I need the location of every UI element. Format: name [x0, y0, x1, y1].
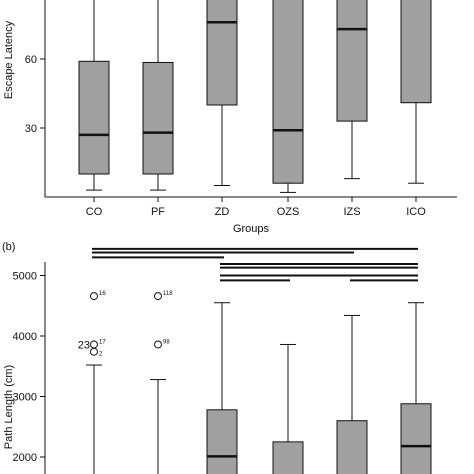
- b-box-iqr: [206, 409, 238, 474]
- a-x-tick-label: ZD: [215, 206, 230, 218]
- b-box-co: [86, 364, 102, 474]
- b-outlier-label: 16: [99, 291, 106, 297]
- a-box-iqr: [206, 0, 238, 106]
- b-outlier-point: [90, 347, 98, 356]
- a-y-ticks: 30 60: [25, 54, 45, 135]
- b-outlier-prefix: 23: [78, 339, 90, 351]
- a-x-tick-label: ICO: [406, 206, 426, 218]
- a-y-tick-label: 30: [25, 123, 37, 135]
- b-y-ticks: 2000 3000 4000 5000: [13, 271, 45, 464]
- b-box-iqr: [336, 420, 368, 474]
- b-panel-label: (b): [2, 241, 15, 253]
- b-box-iqr: [272, 441, 304, 474]
- b-outlier-point: [154, 340, 162, 349]
- b-y-tick-label: 2000: [13, 452, 37, 464]
- a-box-zd: [206, 0, 238, 186]
- a-box-iqr: [142, 61, 174, 175]
- b-box-izs: [336, 314, 368, 474]
- a-box-ico: [400, 0, 432, 184]
- a-x-axis-label: Groups: [233, 223, 270, 235]
- b-box-iqr: [400, 403, 432, 474]
- b-boxes: [86, 302, 432, 474]
- b-outlier-point: [154, 292, 162, 301]
- a-box-iqr: [336, 0, 368, 122]
- a-y-tick-label: 60: [25, 54, 37, 66]
- a-x-ticks: CO PF ZD OZS IZS ICO: [86, 197, 426, 218]
- a-box-ozs: [272, 0, 304, 193]
- b-box-ico: [400, 302, 432, 474]
- b-outlier-label: 98: [163, 339, 170, 345]
- a-boxes: [78, 0, 432, 193]
- a-x-tick-label: IZS: [343, 206, 360, 218]
- b-box-zd: [206, 302, 238, 474]
- b-y-tick-label: 4000: [13, 331, 37, 343]
- b-significance-bars: [92, 247, 418, 282]
- b-outlier: 2: [90, 347, 103, 358]
- a-box-izs: [336, 0, 368, 180]
- a-x-tick-label: PF: [151, 206, 165, 218]
- a-y-axis-label: Escape Latency: [3, 20, 15, 99]
- a-box-co: [78, 0, 110, 191]
- b-y-tick-label: 5000: [13, 271, 37, 283]
- b-outlier-label: 2: [99, 352, 103, 358]
- a-box-pf: [142, 0, 174, 191]
- a-x-tick-label: CO: [86, 206, 103, 218]
- b-outlier-point: [90, 340, 98, 349]
- b-box-pf: [150, 379, 166, 474]
- b-outlier-label: 118: [163, 291, 173, 297]
- b-outlier-label: 17: [99, 339, 106, 345]
- b-y-tick-label: 3000: [13, 392, 37, 404]
- chart-escape-latency: 30 60 CO PF ZD OZS IZS ICO Groups Escape Laten…: [3, 0, 457, 235]
- b-outlier: 118: [154, 291, 173, 301]
- a-box-iqr: [78, 60, 110, 175]
- b-outlier-point: [90, 292, 98, 301]
- b-box-ozs: [272, 343, 304, 474]
- a-x-tick-label: OZS: [277, 206, 300, 218]
- a-box-iqr: [400, 0, 432, 104]
- b-y-axis-label: Path Length (cm): [3, 365, 15, 449]
- b-outlier: 16: [90, 291, 106, 301]
- b-outlier: 98: [154, 339, 170, 349]
- a-box-iqr: [272, 0, 304, 184]
